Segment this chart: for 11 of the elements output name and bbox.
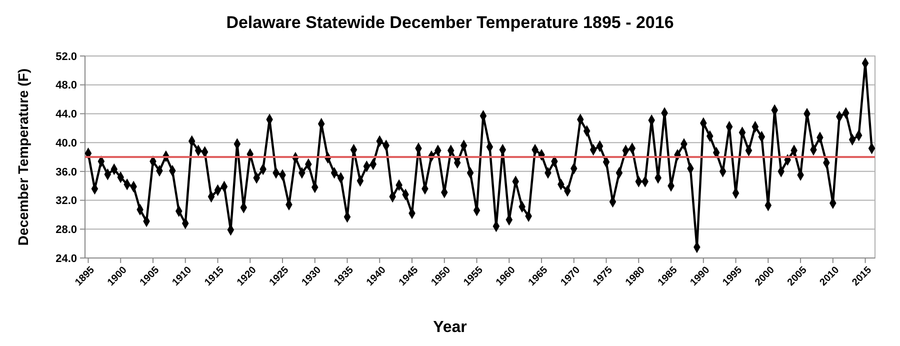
y-tick-label: 24.0 xyxy=(56,252,77,265)
y-tick-label: 40.0 xyxy=(56,137,77,150)
y-tick-label: 32.0 xyxy=(56,195,77,208)
y-tick-label: 52.0 xyxy=(56,50,77,63)
y-tick-label: 36.0 xyxy=(56,166,77,178)
y-tick-label: 28.0 xyxy=(56,224,77,236)
x-axis-title: Year xyxy=(433,319,467,336)
y-tick-label: 44.0 xyxy=(56,108,77,121)
y-axis-title: December Temperature (F) xyxy=(15,68,31,246)
chart-title: Delaware Statewide December Temperature 1895 - 2016 xyxy=(226,13,674,32)
y-tick-label: 48.0 xyxy=(56,80,77,92)
